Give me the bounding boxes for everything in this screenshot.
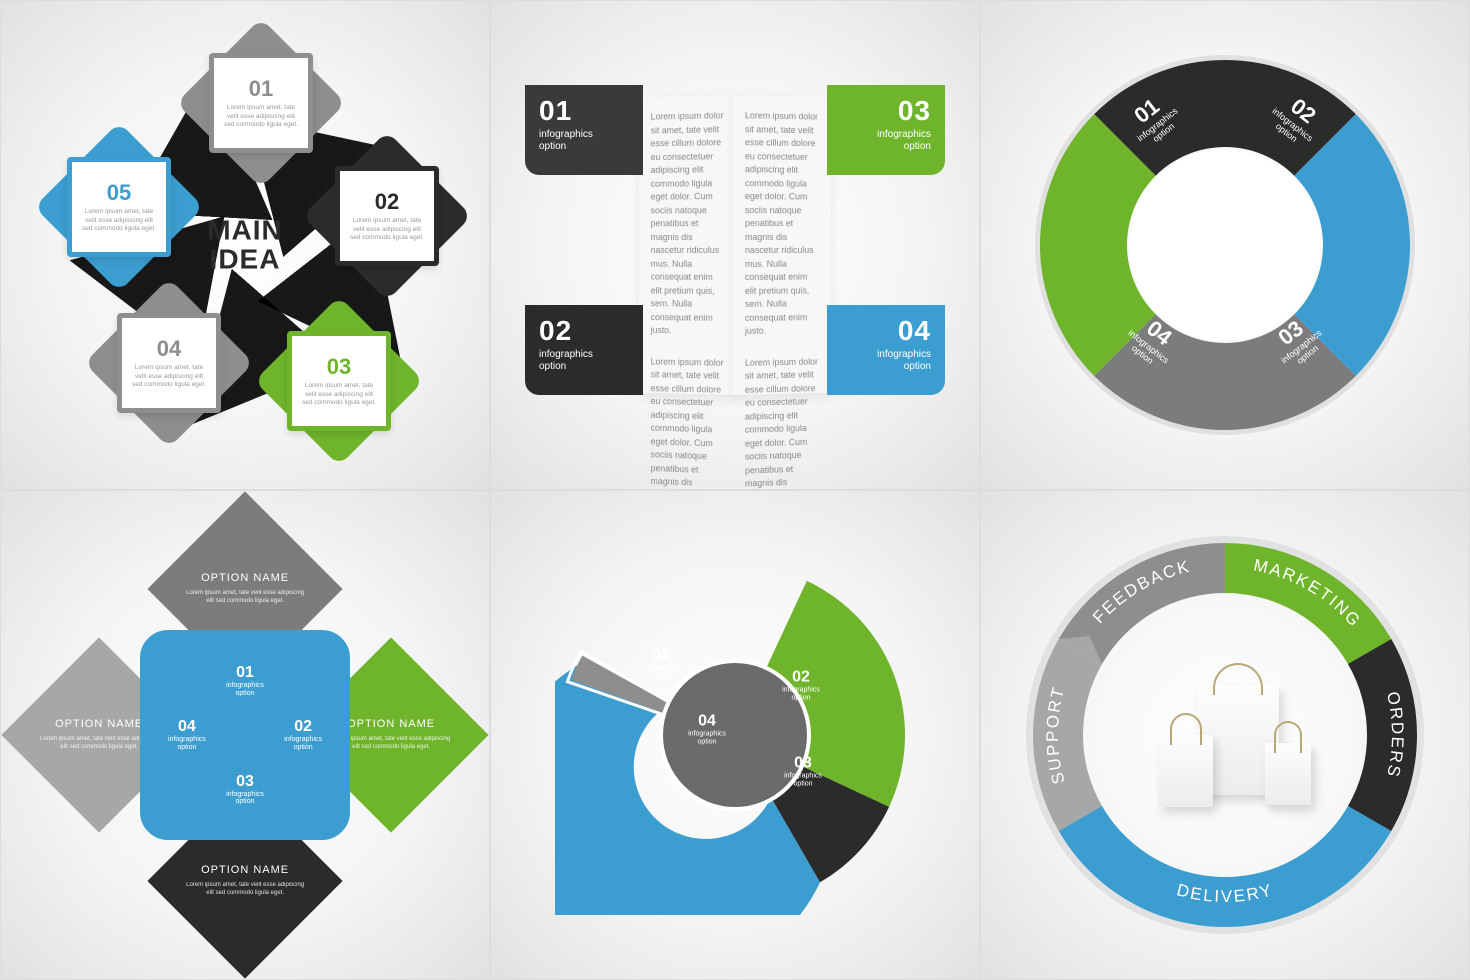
diamond-text: Lorem ipsum amet, tate velit esse adipis… — [185, 882, 305, 898]
tab-label: infographicsoption — [539, 349, 629, 373]
page-text: Lorem ipsum dolor sit amet, tate velit e… — [745, 355, 819, 490]
donut-svg — [555, 555, 915, 915]
donut-slice-label: 01infographicsoption — [642, 646, 680, 679]
tab-number: 02 — [539, 315, 629, 347]
donut-slice-label: 03infographicsoption — [784, 754, 822, 787]
option-tab: 03 infographicsoption — [827, 85, 945, 175]
panel-donut-chart: 01infographicsoption 02infographicsoption… — [490, 490, 980, 980]
page-text: Lorem ipsum dolor sit amet, tate velit e… — [651, 355, 725, 490]
tab-number: 03 — [841, 95, 931, 127]
cycle-card: 04 Lorem ipsum amet, tate velit esse adi… — [109, 303, 229, 423]
card-text: Lorem ipsum amet, tate velit esse adipis… — [300, 382, 378, 407]
tab-label: infographicsoption — [841, 349, 931, 373]
card-text: Lorem ipsum amet, tate velit esse adipis… — [222, 104, 300, 129]
quadrant: 04infographicsoption — [168, 718, 206, 751]
card-text: Lorem ipsum amet, tate velit esse adipis… — [80, 208, 158, 233]
panel-ring-arrows: 01infographicsoption02infographicsoption… — [980, 0, 1470, 490]
option-tab: 01 infographicsoption — [525, 85, 643, 175]
center-frame: 01infographicsoption 04infographicsoptio… — [140, 630, 350, 840]
diamond-title: OPTION NAME — [185, 864, 305, 876]
panel-diamond-frame: OPTION NAME Lorem ipsum amet, tate velit … — [0, 490, 490, 980]
tab-number: 01 — [539, 95, 629, 127]
cycle-card: 01 Lorem ipsum amet, tate velit esse adi… — [201, 43, 321, 163]
cycle-card: 03 Lorem ipsum amet, tate velit esse adi… — [279, 321, 399, 441]
donut-slice-label: 02infographicsoption — [782, 668, 820, 701]
panel-folded-tabs: Lorem ipsum dolor sit amet, tate velit e… — [490, 0, 980, 490]
panel-cycle-cards: MAIN IDEA 01 Lorem ipsum amet, tate veli… — [0, 0, 490, 490]
diamond-text: Lorem ipsum amet, tate velit esse adipis… — [185, 590, 305, 606]
main-idea-title: MAIN IDEA — [207, 216, 283, 275]
cycle-card: 02 Lorem ipsum amet, tate velit esse adi… — [327, 156, 447, 276]
card-text: Lorem ipsum amet, tate velit esse adipis… — [130, 364, 208, 389]
folded-page: Lorem ipsum dolor sit amet, tate velit e… — [639, 95, 737, 395]
quadrant: 02infographicsoption — [284, 718, 322, 751]
card-text: Lorem ipsum amet, tate velit esse adipis… — [348, 217, 426, 242]
shopping-bag-icon — [1265, 743, 1311, 805]
cycle-card: 05 Lorem ipsum amet, tate velit esse adi… — [59, 147, 179, 267]
card-number: 05 — [107, 180, 131, 206]
quadrant: 01infographicsoption — [162, 664, 328, 697]
card-number: 01 — [249, 76, 273, 102]
panel-ring-labels: FEEDBACKMARKETINGORDERSDELIVERYSUPPORT — [980, 490, 1470, 980]
card-number: 02 — [375, 189, 399, 215]
shopping-bag-icon — [1159, 735, 1213, 807]
card-number: 04 — [157, 336, 181, 362]
ring-arrows-svg — [1035, 55, 1415, 435]
folded-page: Lorem ipsum dolor sit amet, tate velit e… — [733, 95, 831, 395]
tab-label: infographicsoption — [841, 129, 931, 153]
tab-number: 04 — [841, 315, 931, 347]
page-text: Lorem ipsum dolor sit amet, tate velit e… — [745, 109, 819, 338]
quadrant: 03infographicsoption — [162, 773, 328, 806]
option-tab: 04 infographicsoption — [827, 305, 945, 395]
option-tab: 02 infographicsoption — [525, 305, 643, 395]
diamond-title: OPTION NAME — [185, 572, 305, 584]
donut-slice-label: 04infographicsoption — [688, 712, 726, 745]
page-text: Lorem ipsum dolor sit amet, tate velit e… — [651, 109, 725, 338]
tab-label: infographicsoption — [539, 129, 629, 153]
card-number: 03 — [327, 354, 351, 380]
